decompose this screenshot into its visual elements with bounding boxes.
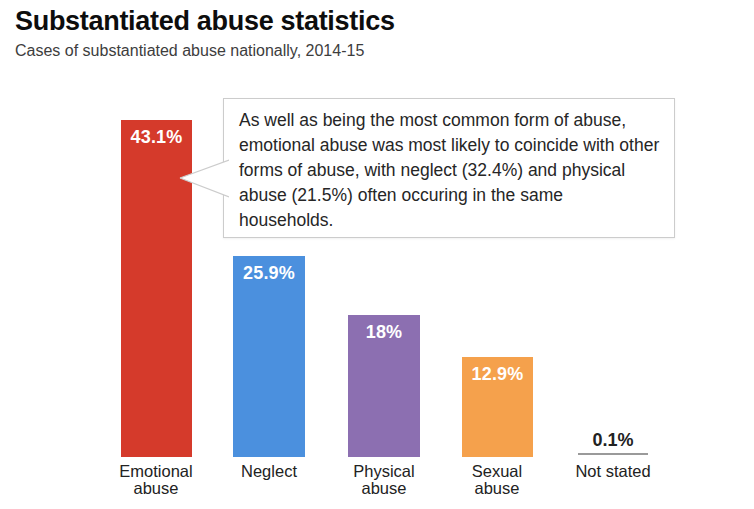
- callout-tail-icon: [177, 155, 229, 201]
- bar-value-label: 0.1%: [578, 430, 648, 451]
- category-label-line: Not stated: [575, 462, 650, 480]
- annotation-box: As well as being the most common form of…: [223, 98, 675, 238]
- category-label-not-stated: Not stated: [558, 463, 668, 480]
- bar-value-label: 25.9%: [233, 263, 305, 284]
- bar-value-label: 18%: [348, 322, 420, 343]
- category-label-line: Emotional: [119, 462, 192, 480]
- page-title: Substantiated abuse statistics: [15, 6, 395, 37]
- bar-not-stated: [578, 453, 648, 455]
- category-label-line: abuse: [475, 479, 520, 497]
- category-label-line: Sexual: [472, 462, 522, 480]
- category-label-neglect: Neglect: [214, 463, 324, 480]
- bar-value-label: 43.1%: [121, 127, 192, 148]
- page-subtitle: Cases of substantiated abuse nationally,…: [15, 42, 364, 60]
- chart-canvas: Substantiated abuse statistics Cases of …: [0, 0, 754, 509]
- annotation-text: As well as being the most common form of…: [239, 108, 660, 233]
- category-label-line: abuse: [134, 479, 179, 497]
- bar-value-label: 12.9%: [462, 364, 533, 385]
- category-label-line: Neglect: [241, 462, 297, 480]
- bar-neglect: 25.9%: [233, 256, 305, 457]
- category-label-emotional-abuse: Emotional abuse: [101, 463, 211, 497]
- category-label-line: abuse: [362, 479, 407, 497]
- bar-physical-abuse: 18%: [348, 315, 420, 457]
- category-label-line: Physical: [353, 462, 414, 480]
- bar-sexual-abuse: 12.9%: [462, 357, 533, 457]
- category-label-physical-abuse: Physical abuse: [329, 463, 439, 497]
- category-label-sexual-abuse: Sexual abuse: [442, 463, 552, 497]
